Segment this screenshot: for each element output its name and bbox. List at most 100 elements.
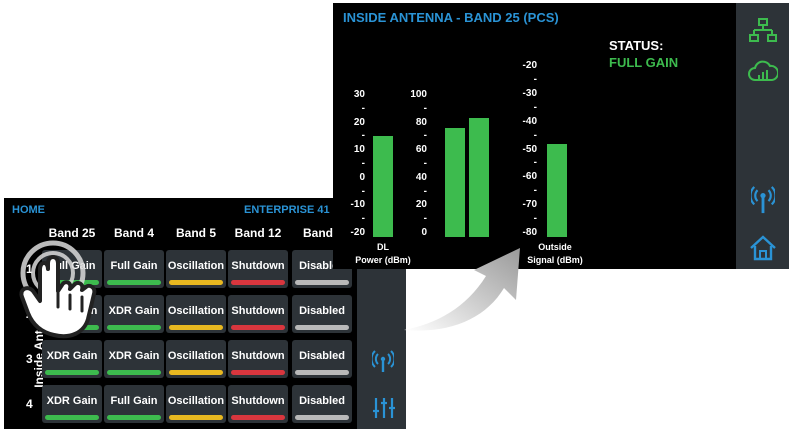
axis-tick-label: 60	[415, 144, 427, 156]
antenna-icon[interactable]	[749, 185, 777, 220]
status-indicator-bar	[107, 370, 161, 375]
band-status-label: Disabled	[299, 305, 345, 317]
band-status-label: Disabled	[299, 350, 345, 362]
band-status-cell[interactable]: Disabled	[292, 385, 352, 423]
band-status-label: XDR Gain	[46, 350, 98, 362]
band-status-label: Shutdown	[231, 395, 285, 407]
axis-minor-tick: -	[361, 130, 365, 142]
status-indicator-bar	[169, 325, 223, 330]
axis-tick-label: 20	[353, 116, 365, 128]
status-indicator-bar	[295, 325, 349, 330]
axis-label: Power (dBm)	[355, 255, 411, 265]
band-status-cell[interactable]: XDR Gain	[104, 340, 164, 378]
cloud-icon[interactable]	[748, 59, 780, 88]
axis-tick-label: 100	[410, 89, 427, 100]
status-indicator-bar	[231, 370, 285, 375]
band-status-cell[interactable]: Disabled	[292, 340, 352, 378]
axis-tick-label: -20	[522, 60, 537, 71]
row-number: 4	[26, 397, 33, 411]
axis-tick-label: -80	[522, 227, 537, 238]
site-name: ENTERPRISE 41	[244, 204, 330, 216]
band-status-label: Oscillation	[167, 260, 225, 272]
axis-minor-tick: -	[533, 185, 537, 197]
row-number: 3	[26, 352, 33, 366]
status-indicator-bar	[45, 415, 99, 420]
column-header-band-12: Band 12	[234, 226, 282, 240]
band-status-cell[interactable]: XDR Gain	[42, 385, 102, 423]
home-side-rail	[357, 268, 406, 429]
status-indicator-bar	[295, 370, 349, 375]
column-header-band-4: Band 4	[113, 226, 154, 240]
band-status-label: Shutdown	[231, 305, 285, 317]
axis-minor-tick: -	[423, 158, 427, 169]
axis-minor-tick: -	[423, 213, 427, 225]
status-indicator-bar	[231, 325, 285, 330]
band-status-label: Oscillation	[167, 350, 225, 362]
band-status-cell[interactable]: Shutdown	[228, 250, 288, 288]
band-status-cell[interactable]: Oscillation	[166, 340, 226, 378]
axis-minor-tick: -	[361, 102, 365, 114]
band-status-label: Oscillation	[167, 305, 225, 317]
band-detail-screen: INSIDE ANTENNA - BAND 25 (PCS) STATUS: F…	[333, 3, 789, 269]
status-value: FULL GAIN	[609, 55, 679, 70]
band-status-cell[interactable]: Oscillation	[166, 385, 226, 423]
axis-minor-tick: -	[361, 158, 365, 169]
column-header-band-41: Band	[303, 226, 333, 240]
band-status-label: Full Gain	[110, 260, 158, 272]
axis-tick-label: -20	[350, 227, 365, 238]
band-status-label: XDR Gain	[108, 350, 160, 362]
band-status-label: XDR Gain	[108, 305, 160, 317]
band-status-cell[interactable]: Full Gain	[104, 385, 164, 423]
status-indicator-bar	[295, 280, 349, 285]
antenna-icon[interactable]	[370, 350, 396, 380]
sliders-icon[interactable]	[372, 396, 396, 426]
status-indicator-bar	[107, 415, 161, 420]
status-indicator-bar	[231, 280, 285, 285]
status-indicator-bar	[169, 370, 223, 375]
axis-tick-label: 0	[421, 227, 427, 238]
axis-tick-label: 30	[353, 89, 365, 100]
column-header-band-5: Band 5	[175, 226, 216, 240]
axis-tick-label: 40	[415, 171, 427, 183]
axis-tick-label: 0	[359, 171, 365, 183]
signal-bar	[445, 128, 465, 237]
band-status-label: XDR Gain	[46, 395, 98, 407]
status-indicator-bar	[45, 370, 99, 375]
axis-tick-label: -60	[522, 171, 537, 183]
band-status-cell[interactable]: Shutdown	[228, 295, 288, 333]
axis-label: Signal (dBm)	[527, 255, 583, 265]
signal-bar	[373, 136, 393, 237]
axis-minor-tick: -	[361, 213, 365, 225]
status-indicator-bar	[107, 325, 161, 330]
band-status-cell[interactable]: Oscillation	[166, 295, 226, 333]
column-header-band-25: Band 25	[48, 226, 96, 240]
axis-tick-label: -50	[522, 143, 537, 155]
axis-tick-label: -30	[522, 87, 537, 99]
axis-tick-label: -40	[522, 115, 537, 127]
band-status-label: Oscillation	[167, 395, 225, 407]
axis-minor-tick: -	[533, 213, 537, 225]
network-icon[interactable]	[749, 18, 777, 47]
band-status-cell[interactable]: Disabled	[292, 295, 352, 333]
band-side-rail	[736, 3, 789, 269]
axis-minor-tick: -	[423, 130, 427, 142]
home-icon[interactable]	[749, 235, 777, 266]
tap-hand-icon	[19, 240, 97, 339]
band-status-label: Full Gain	[110, 395, 158, 407]
band-status-cell[interactable]: Shutdown	[228, 385, 288, 423]
signal-bar	[469, 118, 489, 237]
axis-tick-label: 20	[415, 199, 427, 211]
band-status-cell[interactable]: XDR Gain	[104, 295, 164, 333]
band-status-cell[interactable]: XDR Gain	[42, 340, 102, 378]
status-indicator-bar	[295, 415, 349, 420]
status-indicator-bar	[169, 415, 223, 420]
status-indicator-bar	[231, 415, 285, 420]
band-status-cell[interactable]: Full Gain	[104, 250, 164, 288]
status-indicator-bar	[107, 280, 161, 285]
band-status-cell[interactable]: Shutdown	[228, 340, 288, 378]
status-indicator-bar	[169, 280, 223, 285]
home-title: HOME	[12, 204, 45, 216]
band-status-label: Disabled	[299, 395, 345, 407]
band-status-cell[interactable]: Oscillation	[166, 250, 226, 288]
row-number: 1	[26, 262, 33, 276]
